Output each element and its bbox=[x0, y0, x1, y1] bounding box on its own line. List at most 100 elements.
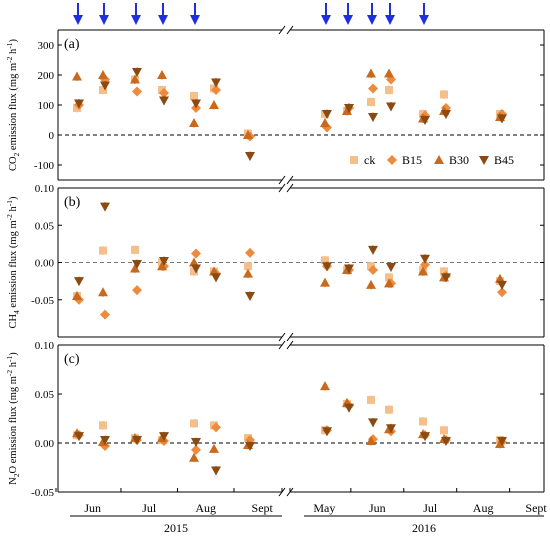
axis-break-mark bbox=[286, 340, 294, 350]
y-axis-title-part: -1 bbox=[5, 42, 14, 48]
x-tick-label: Sept bbox=[252, 501, 274, 515]
y-axis-title-part: 2 bbox=[12, 473, 21, 477]
data-point bbox=[367, 395, 375, 404]
y-axis-title: N2O emission flux (mg m-2 h-1) bbox=[5, 352, 21, 485]
data-point bbox=[322, 427, 332, 437]
data-point bbox=[132, 285, 142, 296]
x-axis: Jun Jul Aug Sept May Jun Jul Aug Sept 2015 2016 bbox=[55, 488, 547, 535]
y-tick-label: -0.05 bbox=[31, 487, 54, 499]
data-point bbox=[190, 267, 198, 276]
data-point bbox=[132, 259, 142, 269]
data-point bbox=[132, 68, 142, 77]
data-point bbox=[211, 422, 221, 433]
data-point bbox=[384, 278, 394, 288]
legend-marker bbox=[350, 156, 358, 164]
data-point bbox=[191, 248, 201, 259]
data-point bbox=[366, 279, 376, 289]
data-point bbox=[159, 432, 169, 442]
data-point bbox=[385, 86, 393, 94]
data-point bbox=[211, 466, 221, 476]
data-point bbox=[190, 419, 198, 428]
data-point bbox=[366, 436, 376, 446]
data-point bbox=[368, 418, 378, 428]
y-tick-label: 0 bbox=[49, 130, 55, 142]
y-axis-title-part: O emission flux (mg m bbox=[8, 376, 19, 473]
axis-break-mark bbox=[286, 25, 294, 35]
y-axis-title: CO2 emission flux (mg m-2 h-1) bbox=[5, 38, 21, 171]
year-label: 2015 bbox=[164, 521, 188, 535]
axis-break-mark bbox=[286, 332, 294, 342]
data-point bbox=[98, 70, 108, 79]
y-tick-label: 100 bbox=[38, 100, 55, 112]
y-axis-title-part: -1 bbox=[5, 355, 14, 361]
data-point bbox=[157, 261, 167, 271]
data-point bbox=[368, 83, 378, 94]
data-point bbox=[131, 245, 139, 254]
data-point bbox=[99, 246, 107, 255]
x-tick-label: May bbox=[313, 501, 335, 515]
data-point bbox=[321, 256, 329, 265]
data-point bbox=[384, 68, 394, 78]
down-arrow-head bbox=[321, 15, 331, 25]
down-arrow-head bbox=[190, 15, 200, 25]
x-tick-label: Jun bbox=[84, 501, 101, 515]
data-point bbox=[497, 287, 507, 298]
data-point bbox=[159, 257, 169, 267]
y-axis-title-part: ) bbox=[8, 196, 19, 200]
data-point bbox=[497, 280, 507, 290]
data-point bbox=[191, 438, 201, 448]
data-point bbox=[132, 436, 142, 446]
down-arrow-head bbox=[367, 15, 377, 25]
data-point bbox=[440, 426, 448, 435]
data-point bbox=[344, 264, 354, 274]
data-point bbox=[322, 262, 332, 272]
legend-label: ck bbox=[364, 153, 375, 167]
series-B15 bbox=[74, 74, 507, 142]
legend-marker bbox=[479, 156, 489, 165]
down-arrow-head bbox=[343, 15, 353, 25]
data-point bbox=[211, 273, 221, 283]
data-point bbox=[74, 99, 84, 109]
y-axis-title-part: h bbox=[8, 205, 19, 214]
series-B30 bbox=[72, 68, 505, 140]
series-B30 bbox=[72, 381, 505, 463]
x-tick-label: Jul bbox=[423, 501, 438, 515]
data-point bbox=[100, 81, 110, 91]
legend-label: B30 bbox=[449, 153, 469, 167]
series-B45 bbox=[74, 202, 507, 302]
data-point bbox=[211, 78, 221, 88]
y-axis-title-part: -1 bbox=[5, 200, 14, 206]
x-tick-label: Jun bbox=[369, 501, 386, 515]
data-point bbox=[441, 437, 451, 447]
series-ck bbox=[73, 75, 504, 138]
y-axis-title-part: ) bbox=[8, 38, 19, 42]
data-point bbox=[209, 100, 219, 109]
y-tick-label: -100 bbox=[34, 160, 55, 172]
legend: ck B15 B30 B45 bbox=[350, 153, 514, 167]
data-point bbox=[418, 266, 428, 276]
panel-b: -0.05 0.00 0.05 0.10 (b) CH4 emission flux (m… bbox=[5, 183, 545, 342]
y-tick-label: 0.10 bbox=[35, 340, 55, 352]
panel-c: -0.05 0.00 0.05 0.10 (c) N2O emission flux (m… bbox=[5, 340, 545, 499]
data-point bbox=[420, 432, 430, 442]
data-point bbox=[157, 70, 167, 79]
y-axis-title-part: N bbox=[8, 477, 19, 485]
axis-break-mark bbox=[278, 25, 286, 35]
data-point bbox=[209, 443, 219, 453]
data-point bbox=[386, 424, 396, 434]
legend-marker bbox=[387, 155, 397, 165]
axis-break-mark bbox=[286, 175, 294, 185]
data-point bbox=[420, 254, 430, 264]
y-tick-label: 300 bbox=[38, 40, 55, 52]
down-arrow-head bbox=[73, 15, 83, 25]
data-point bbox=[74, 277, 84, 287]
data-point bbox=[386, 262, 396, 272]
data-point bbox=[99, 421, 107, 430]
data-point bbox=[132, 86, 142, 97]
data-point bbox=[191, 99, 201, 109]
x-tick-label: Jul bbox=[142, 501, 157, 515]
data-point bbox=[244, 262, 252, 271]
data-point bbox=[100, 309, 110, 320]
y-axis-title-part: h bbox=[8, 48, 19, 57]
